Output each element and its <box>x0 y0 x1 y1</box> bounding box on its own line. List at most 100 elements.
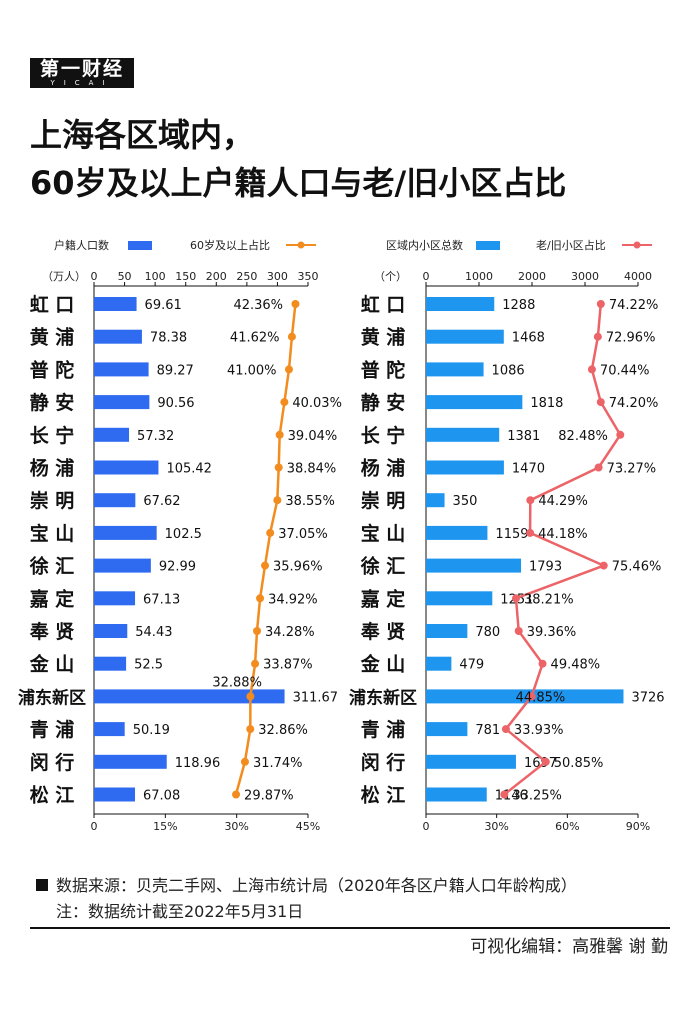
chart1-bar-value-label: 50.19 <box>133 723 170 738</box>
chart1-line-point <box>266 528 275 537</box>
chart2-line-value-label: 74.20% <box>609 396 659 411</box>
chart1-category-label: 黄 浦 <box>30 326 75 349</box>
chart2-line-point <box>538 659 547 668</box>
chart1-category-label: 青 浦 <box>30 718 75 741</box>
chart1-legend-bar-swatch <box>128 241 152 250</box>
chart1-line-value-label: 39.04% <box>288 429 338 444</box>
chart1-bar <box>94 362 149 377</box>
chart1-bar-value-label: 67.13 <box>143 592 180 607</box>
chart1-line-value-label: 35.96% <box>273 560 323 575</box>
chart2-bar <box>426 591 493 606</box>
chart1-category-label: 金 山 <box>29 653 75 676</box>
chart-title-line-2: 60岁及以上户籍人口与老/旧小区占比 <box>30 164 567 202</box>
chart2-top-tick-label: 2000 <box>518 270 546 283</box>
chart2-bar <box>426 558 522 573</box>
chart2-legend-bar-swatch <box>476 241 500 250</box>
chart2-bar <box>426 787 487 802</box>
chart2-line-value-label: 70.44% <box>600 363 650 378</box>
chart1-top-tick-label: 300 <box>267 270 288 283</box>
chart2-category-label: 青 浦 <box>361 718 406 741</box>
chart1-bar-value-label: 54.43 <box>135 625 172 640</box>
chart2-category-label: 宝 山 <box>361 522 406 545</box>
footer-divider <box>30 927 670 929</box>
chart2-bar <box>426 722 468 737</box>
chart1-bar-value-label: 78.38 <box>150 331 187 346</box>
chart1-line-point <box>251 659 260 668</box>
chart1-bottom-tick-label: 45% <box>296 820 320 833</box>
chart2-category-label: 浦东新区 <box>349 687 417 708</box>
chart1-line-value-label: 29.87% <box>244 789 294 804</box>
chart1-category-label: 浦东新区 <box>18 687 86 708</box>
chart2-line-value-label: 33.25% <box>512 789 562 804</box>
chart-title-line-1: 上海各区域内， <box>30 116 255 154</box>
chart2-bar-value-label: 3726 <box>631 690 664 705</box>
chart2-line-value-label: 49.48% <box>551 658 601 673</box>
chart1-bar <box>94 395 150 410</box>
chart1-line-point <box>253 627 262 635</box>
chart2-category-label: 长 宁 <box>361 424 406 447</box>
yicai-logo: 第一财经 YICAI <box>30 58 134 88</box>
chart1-category-label: 宝 山 <box>30 522 75 545</box>
editors-credit: 可视化编辑：高雅馨 谢 勤 <box>470 937 668 957</box>
chart2-bar <box>426 427 500 442</box>
chart2-line-point <box>593 332 602 341</box>
chart2-category-label: 金 山 <box>360 653 406 676</box>
chart1-category-label: 松 江 <box>30 784 75 807</box>
chart2-line-point <box>599 561 608 570</box>
chart1-category-label: 嘉 定 <box>29 587 75 610</box>
chart2-line-point <box>500 790 509 799</box>
chart1-category-label: 普 陀 <box>30 358 75 381</box>
chart1-bar <box>94 427 130 442</box>
chart1-bar-value-label: 90.56 <box>157 396 194 411</box>
chart2-line-point <box>514 627 523 635</box>
chart2-bar-value-label: 780 <box>475 625 500 640</box>
chart1-bar <box>94 754 167 769</box>
chart1-bar <box>94 656 127 671</box>
chart1-top-tick-label: 0 <box>91 270 98 283</box>
logo-subtext: YICAI <box>50 79 114 87</box>
chart1-line-value-label: 40.03% <box>292 396 342 411</box>
chart2-line-point <box>541 757 550 766</box>
chart1-category-label: 崇 明 <box>30 489 75 512</box>
chart1-top-tick-label: 50 <box>118 270 132 283</box>
chart2-bar <box>426 624 468 638</box>
chart2-category-label: 嘉 定 <box>360 587 406 610</box>
chart1-line-point <box>274 463 283 472</box>
chart2-bar-value-label: 1159 <box>495 527 528 542</box>
chart1-line-point <box>246 725 255 734</box>
chart2-bottom-tick-label: 0 <box>423 820 430 833</box>
chart1-line-value-label: 38.55% <box>285 494 335 509</box>
chart2-line-point <box>594 463 603 472</box>
chart2-bottom-tick-label: 90% <box>626 820 650 833</box>
chart1-bar <box>94 525 157 540</box>
chart1-bar-value-label: 57.32 <box>137 429 174 444</box>
chart1-bar-value-label: 102.5 <box>165 527 202 542</box>
chart1-bottom-tick-label: 30% <box>224 820 248 833</box>
chart1-line-point <box>273 496 282 505</box>
chart1-top-tick-label: 350 <box>298 270 319 283</box>
chart1-line-value-label: 31.74% <box>253 756 303 771</box>
chart2-bar <box>426 525 488 540</box>
chart2-line-value-label: 44.18% <box>538 527 588 542</box>
chart2-bar <box>426 362 484 377</box>
chart2-line-value-label: 73.27% <box>607 462 657 477</box>
chart1-category-label: 奉 贤 <box>29 620 75 643</box>
chart1-legend-line-marker <box>297 241 305 249</box>
chart2-line-value-label: 82.48% <box>558 429 608 444</box>
chart2-bar-value-label: 479 <box>459 658 484 673</box>
chart1-line-point <box>246 692 255 701</box>
chart1-line-value-label: 34.92% <box>268 592 318 607</box>
chart1-bar <box>94 722 125 737</box>
chart2-bar <box>426 460 504 475</box>
logo-text: 第一财经 <box>39 58 124 80</box>
chart1-legend-bar-label: 户籍人口数 <box>54 238 109 252</box>
chart1-line-point <box>291 300 300 308</box>
chart2-line-point <box>527 692 536 701</box>
chart2-line-value-label: 38.21% <box>524 592 574 607</box>
chart2-top-tick-label: 1000 <box>465 270 493 283</box>
chart2-bottom-tick-label: 60% <box>555 820 579 833</box>
chart2-category-label: 虹 口 <box>361 293 406 316</box>
chart2-category-label: 徐 汇 <box>360 555 406 578</box>
chart1-top-tick-label: 200 <box>206 270 227 283</box>
chart1-bar <box>94 689 285 704</box>
